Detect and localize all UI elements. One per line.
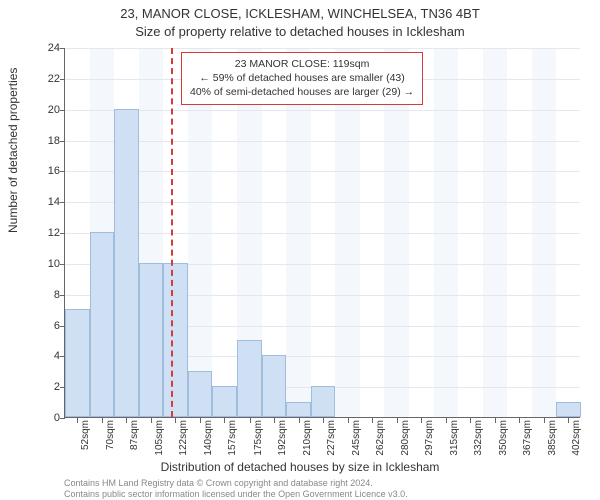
x-tick-mark <box>250 418 251 423</box>
annotation-line: ← 59% of detached houses are smaller (43… <box>190 71 414 85</box>
x-tick-label: 122sqm <box>178 420 189 456</box>
x-tick-label: 210sqm <box>302 420 313 456</box>
annotation-line: 23 MANOR CLOSE: 119sqm <box>190 57 414 71</box>
x-tick-mark <box>372 418 373 423</box>
x-tick-label: 315sqm <box>449 420 460 456</box>
chart-container: 23, MANOR CLOSE, ICKLESHAM, WINCHELSEA, … <box>0 0 600 500</box>
y-tick-label: 24 <box>32 42 60 54</box>
gridline <box>65 110 580 111</box>
histogram-bar <box>188 371 213 417</box>
histogram-bar <box>139 263 164 417</box>
copyright-footer: Contains HM Land Registry data © Crown c… <box>64 478 408 500</box>
y-tick-mark <box>60 264 65 265</box>
x-tick-mark <box>470 418 471 423</box>
y-tick-mark <box>60 295 65 296</box>
footer-line2: Contains public sector information licen… <box>64 489 408 500</box>
y-tick-label: 4 <box>32 350 60 362</box>
histogram-bar <box>237 340 262 417</box>
histogram-bar <box>114 109 139 417</box>
x-tick-label: 367sqm <box>522 420 533 456</box>
x-tick-mark <box>323 418 324 423</box>
histogram-bar <box>90 232 115 417</box>
reference-line <box>171 48 173 417</box>
x-tick-label: 192sqm <box>277 420 288 456</box>
gridline <box>65 233 580 234</box>
x-tick-mark <box>102 418 103 423</box>
x-tick-label: 402sqm <box>571 420 582 456</box>
y-tick-mark <box>60 418 65 419</box>
x-tick-mark <box>200 418 201 423</box>
y-tick-mark <box>60 48 65 49</box>
y-tick-label: 6 <box>32 320 60 332</box>
histogram-bar <box>212 386 237 417</box>
gridline <box>65 171 580 172</box>
y-tick-label: 16 <box>32 165 60 177</box>
x-tick-mark <box>519 418 520 423</box>
x-tick-mark <box>151 418 152 423</box>
histogram-bar <box>311 386 336 417</box>
x-tick-mark <box>446 418 447 423</box>
x-tick-mark <box>126 418 127 423</box>
x-tick-label: 245sqm <box>351 420 362 456</box>
x-tick-mark <box>544 418 545 423</box>
gridline <box>65 48 580 49</box>
gridline <box>65 202 580 203</box>
y-tick-mark <box>60 202 65 203</box>
annotation-line: 40% of semi-detached houses are larger (… <box>190 85 414 99</box>
x-tick-mark <box>495 418 496 423</box>
histogram-bar <box>65 309 90 417</box>
y-tick-label: 20 <box>32 104 60 116</box>
y-tick-label: 0 <box>32 412 60 424</box>
x-tick-label: 385sqm <box>547 420 558 456</box>
x-tick-label: 87sqm <box>129 420 140 450</box>
y-tick-label: 18 <box>32 135 60 147</box>
x-tick-label: 70sqm <box>105 420 116 450</box>
y-tick-mark <box>60 110 65 111</box>
x-tick-mark <box>77 418 78 423</box>
histogram-bar <box>262 355 287 417</box>
gridline <box>65 141 580 142</box>
y-tick-label: 2 <box>32 381 60 393</box>
x-tick-label: 350sqm <box>498 420 509 456</box>
x-tick-mark <box>175 418 176 423</box>
x-tick-label: 175sqm <box>253 420 264 456</box>
y-tick-label: 8 <box>32 289 60 301</box>
y-tick-mark <box>60 171 65 172</box>
x-tick-label: 52sqm <box>80 420 91 450</box>
x-tick-label: 280sqm <box>400 420 411 456</box>
y-tick-mark <box>60 233 65 234</box>
y-tick-label: 22 <box>32 73 60 85</box>
chart-title-line2: Size of property relative to detached ho… <box>0 24 600 39</box>
x-tick-mark <box>224 418 225 423</box>
histogram-bar <box>286 402 311 417</box>
x-tick-mark <box>568 418 569 423</box>
x-tick-mark <box>348 418 349 423</box>
x-tick-label: 262sqm <box>375 420 386 456</box>
y-tick-label: 14 <box>32 196 60 208</box>
annotation-box: 23 MANOR CLOSE: 119sqm← 59% of detached … <box>181 52 423 105</box>
y-tick-label: 12 <box>32 227 60 239</box>
x-axis-label: Distribution of detached houses by size … <box>0 460 600 474</box>
x-tick-mark <box>421 418 422 423</box>
x-tick-label: 157sqm <box>227 420 238 456</box>
x-tick-mark <box>299 418 300 423</box>
y-tick-label: 10 <box>32 258 60 270</box>
y-tick-mark <box>60 141 65 142</box>
x-tick-mark <box>397 418 398 423</box>
x-tick-label: 332sqm <box>473 420 484 456</box>
chart-title-line1: 23, MANOR CLOSE, ICKLESHAM, WINCHELSEA, … <box>0 6 600 21</box>
y-tick-mark <box>60 79 65 80</box>
x-tick-label: 105sqm <box>154 420 165 456</box>
y-axis-label: Number of detached properties <box>6 68 20 233</box>
plot-area: 23 MANOR CLOSE: 119sqm← 59% of detached … <box>64 48 580 418</box>
x-tick-label: 227sqm <box>326 420 337 456</box>
histogram-bar <box>163 263 188 417</box>
footer-line1: Contains HM Land Registry data © Crown c… <box>64 478 408 489</box>
histogram-bar <box>556 402 581 417</box>
x-tick-label: 297sqm <box>424 420 435 456</box>
x-tick-label: 140sqm <box>203 420 214 456</box>
x-tick-mark <box>274 418 275 423</box>
